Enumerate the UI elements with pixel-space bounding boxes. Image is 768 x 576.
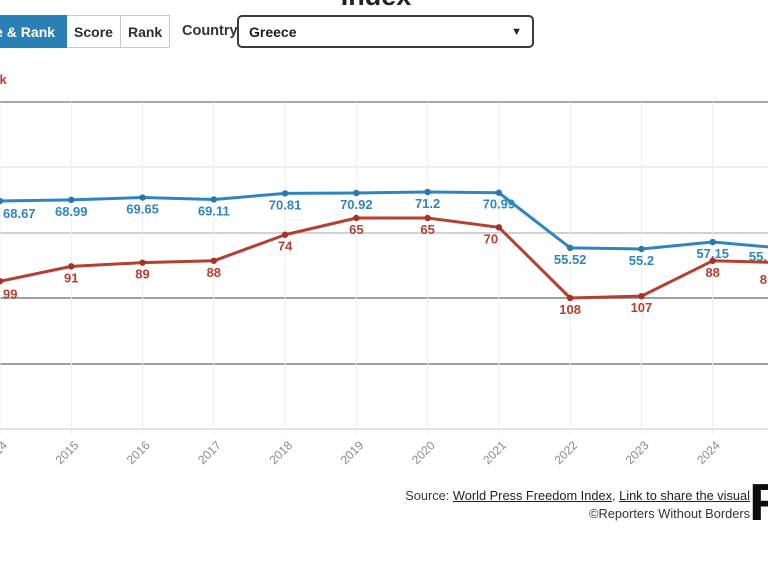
data-point[interactable] xyxy=(638,292,645,300)
score-line xyxy=(0,190,768,251)
data-label: 55.52 xyxy=(554,252,587,267)
copyright: ©Reporters Without Borders xyxy=(589,506,750,521)
data-label: 55.2 xyxy=(629,253,654,268)
data-point[interactable] xyxy=(424,188,431,196)
data-label: 8 xyxy=(760,272,767,287)
data-point[interactable] xyxy=(495,224,503,231)
source-note: Source: World Press Freedom Index, Link … xyxy=(405,488,750,521)
data-label: 70 xyxy=(484,231,498,246)
tab-rank[interactable]: Rank xyxy=(120,15,171,48)
data-label: 88 xyxy=(705,265,719,280)
country-select-value: Greece xyxy=(249,23,297,40)
data-point[interactable] xyxy=(566,244,574,252)
data-point[interactable] xyxy=(638,245,645,253)
data-label: 69.11 xyxy=(198,203,230,218)
x-tick-label: 2019 xyxy=(338,438,367,467)
country-label: Country xyxy=(182,23,238,39)
data-label: 57.15 xyxy=(696,246,729,261)
data-label: 88 xyxy=(207,265,221,280)
data-label: 70.81 xyxy=(269,197,302,212)
rank-axis-label: Rank xyxy=(0,72,7,87)
data-point[interactable] xyxy=(353,214,360,222)
x-tick-label: 2016 xyxy=(124,438,153,467)
data-label: 70.92 xyxy=(340,197,373,212)
chart-title: Index xyxy=(0,0,760,12)
rank-line xyxy=(0,216,768,300)
x-tick-label: 2022 xyxy=(551,438,580,467)
data-point[interactable] xyxy=(566,294,574,302)
data-label: 68.99 xyxy=(55,204,88,219)
gridlines xyxy=(0,101,768,434)
data-point[interactable] xyxy=(709,257,716,264)
view-tab-group: Score & Rank Score Rank xyxy=(0,15,171,48)
data-label: 89 xyxy=(135,267,149,282)
data-point[interactable] xyxy=(353,189,360,197)
source-prefix: Source: xyxy=(405,488,450,503)
data-label: 68.67 xyxy=(3,206,36,221)
rsf-logo: R xyxy=(749,477,768,529)
data-point[interactable] xyxy=(210,196,218,203)
source-link[interactable]: World Press Freedom Index xyxy=(452,488,612,503)
data-label: 65 xyxy=(349,222,363,237)
chevron-down-icon: ▼ xyxy=(511,25,522,38)
separator: , xyxy=(611,488,620,503)
country-select[interactable]: Greece ▼ xyxy=(237,15,534,48)
x-tick-label: 2017 xyxy=(195,438,224,467)
data-label: 70.99 xyxy=(483,197,516,212)
data-point[interactable] xyxy=(0,278,4,285)
share-link[interactable]: Link to share the visual xyxy=(619,488,750,503)
data-label: 99 xyxy=(3,286,17,301)
data-point[interactable] xyxy=(210,257,218,264)
data-label: 91 xyxy=(64,270,78,285)
score-series: 68.67 68.99 69.65 69.11 70.81 70.92 71.2 70.99 5… xyxy=(0,188,768,268)
data-point[interactable] xyxy=(424,214,431,222)
data-label: 65 xyxy=(420,222,434,237)
data-label: 55. xyxy=(749,249,767,264)
data-point[interactable] xyxy=(281,190,289,197)
data-point[interactable] xyxy=(139,194,146,201)
x-tick-label: 2014 xyxy=(0,438,10,467)
x-axis-tick-labels: 2014 2015 2016 2017 2018 2019 2020 2021 2022 2023… xyxy=(0,438,768,467)
data-label: 74 xyxy=(278,239,293,254)
data-label: 69.65 xyxy=(126,202,159,217)
x-tick-label: 2018 xyxy=(266,438,295,467)
data-point[interactable] xyxy=(495,189,503,196)
data-label: 71.2 xyxy=(415,196,440,211)
data-point[interactable] xyxy=(0,197,4,205)
data-label: 108 xyxy=(559,302,581,317)
tab-score[interactable]: Score xyxy=(67,15,121,48)
x-tick-label: 2021 xyxy=(480,438,509,467)
data-point[interactable] xyxy=(68,263,75,270)
data-point[interactable] xyxy=(68,196,75,204)
x-tick-label: 2020 xyxy=(409,438,438,467)
data-point[interactable] xyxy=(281,231,289,238)
x-tick-label: 2023 xyxy=(623,438,652,467)
data-label: 107 xyxy=(631,300,653,315)
data-point[interactable] xyxy=(139,259,146,266)
x-tick-label: 2015 xyxy=(53,438,82,467)
data-point[interactable] xyxy=(709,238,716,246)
x-tick-label: 2024 xyxy=(694,438,723,467)
tab-score-and-rank[interactable]: Score & Rank xyxy=(0,15,68,48)
